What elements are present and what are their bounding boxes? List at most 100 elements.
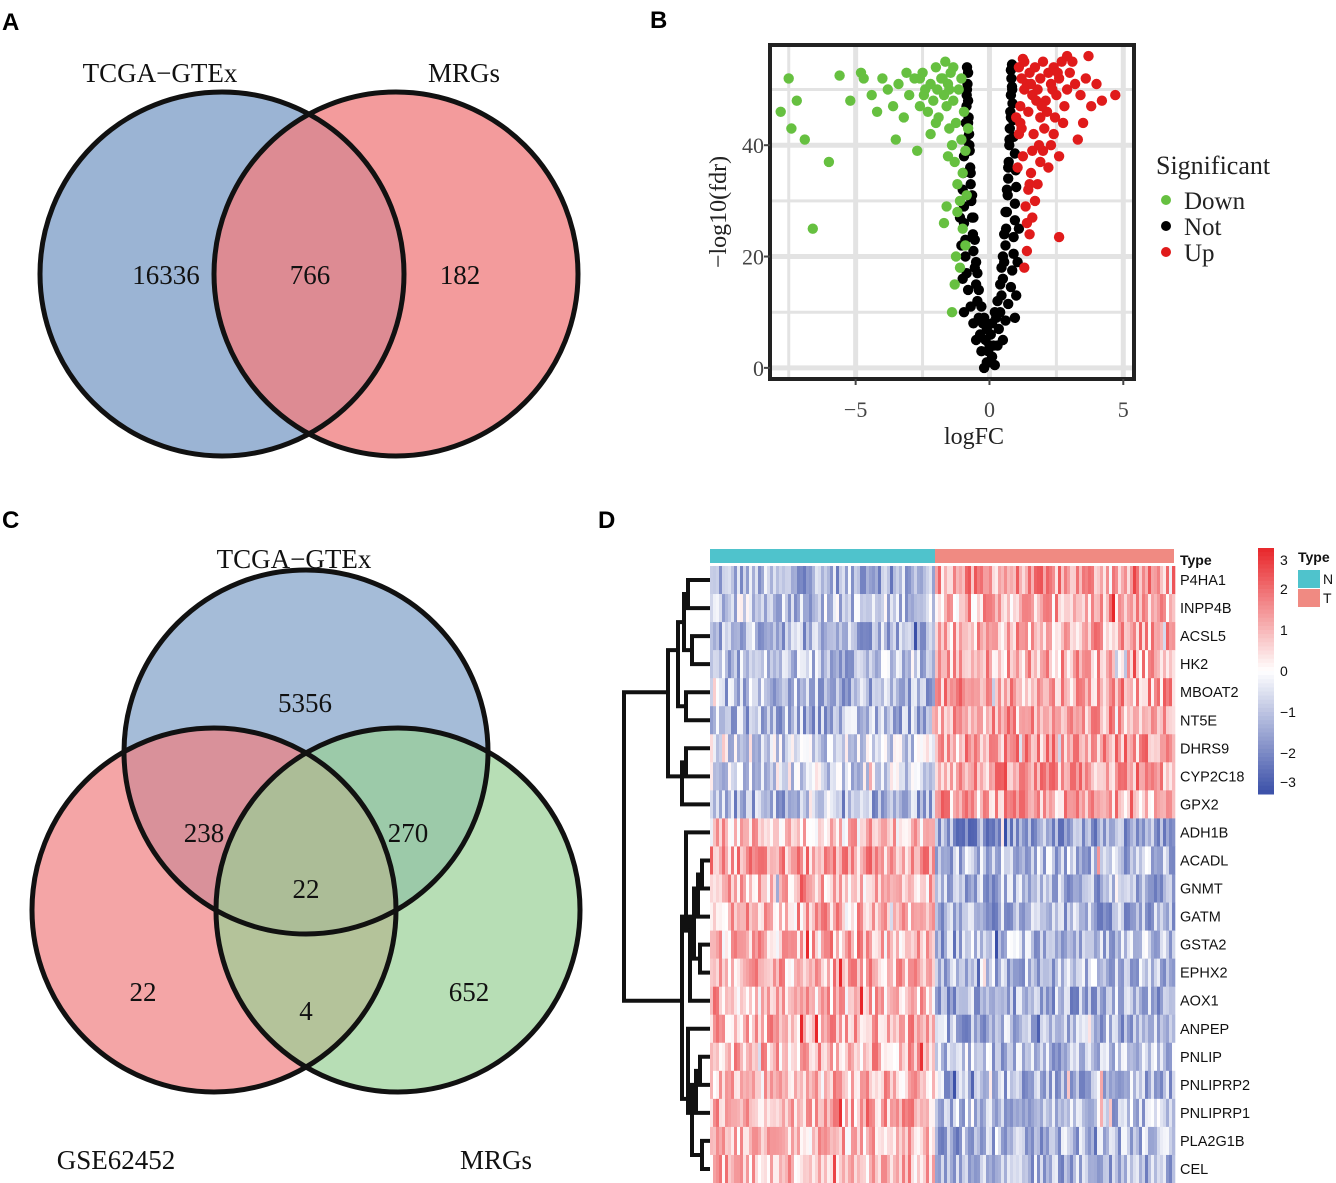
heatmap-cell bbox=[863, 650, 867, 679]
heatmap-cell bbox=[980, 818, 984, 847]
heatmap-cell bbox=[1172, 1014, 1176, 1044]
heatmap-cell bbox=[1028, 650, 1032, 679]
heatmap-cell bbox=[1082, 566, 1086, 595]
heatmap-cell bbox=[1112, 1098, 1116, 1128]
heatmap-cell bbox=[773, 874, 777, 903]
volcano-point-not bbox=[997, 334, 1009, 346]
heatmap-cell bbox=[710, 902, 714, 931]
heatmap-cell bbox=[1127, 734, 1131, 763]
heatmap-cell bbox=[1022, 1098, 1026, 1128]
heatmap-cell bbox=[929, 902, 933, 931]
heatmap-cell bbox=[815, 762, 819, 791]
heatmap-cell bbox=[764, 734, 768, 763]
heatmap-cell bbox=[713, 734, 717, 763]
heatmap-cell bbox=[1079, 958, 1083, 987]
heatmap-cell bbox=[851, 874, 855, 903]
heatmap-cell bbox=[806, 1042, 810, 1072]
heatmap-cell bbox=[1142, 734, 1146, 763]
heatmap-cell bbox=[878, 1098, 882, 1128]
heatmap-cell bbox=[1121, 1070, 1125, 1100]
heatmap-cell bbox=[962, 818, 966, 847]
heatmap-cell bbox=[869, 790, 873, 819]
heatmap-cell bbox=[908, 818, 912, 847]
heatmap-cell bbox=[806, 734, 810, 763]
volcano-point-down bbox=[937, 73, 948, 84]
heatmap-cell bbox=[986, 790, 990, 819]
heatmap-cell bbox=[836, 790, 840, 819]
heatmap-cell bbox=[782, 734, 786, 763]
heatmap-cell bbox=[836, 1042, 840, 1072]
volcano-plot-frame bbox=[768, 43, 1136, 381]
heatmap-cell bbox=[827, 594, 831, 623]
heatmap-cell bbox=[776, 902, 780, 931]
heatmap-cell bbox=[803, 874, 807, 903]
heatmap-cell bbox=[785, 566, 789, 595]
heatmap-cell bbox=[1157, 930, 1161, 959]
heatmap-cell bbox=[1049, 678, 1053, 707]
heatmap-cell bbox=[1163, 762, 1167, 791]
heatmap-cell bbox=[854, 622, 858, 651]
heatmap-colorbar-segment bbox=[1258, 712, 1274, 717]
heatmap-cell bbox=[1040, 790, 1044, 819]
heatmap-cell bbox=[932, 846, 936, 875]
heatmap-cell bbox=[1004, 650, 1008, 679]
volcano-point-not bbox=[1011, 290, 1022, 301]
heatmap-cell bbox=[926, 594, 930, 623]
heatmap-cell bbox=[1064, 622, 1068, 651]
heatmap-cell bbox=[878, 706, 882, 735]
heatmap-cell bbox=[806, 1014, 810, 1044]
heatmap-cell bbox=[1016, 1070, 1020, 1100]
heatmap-cell bbox=[908, 678, 912, 707]
heatmap-cell bbox=[1103, 902, 1107, 931]
heatmap-cell bbox=[1160, 1042, 1164, 1072]
heatmap-cell bbox=[905, 678, 909, 707]
heatmap-cell bbox=[1085, 678, 1089, 707]
heatmap-cell bbox=[1022, 874, 1026, 903]
heatmap-cell bbox=[995, 650, 999, 679]
heatmap-cell bbox=[833, 986, 837, 1016]
heatmap-cell bbox=[1172, 818, 1176, 847]
heatmap-cell bbox=[1067, 846, 1071, 875]
heatmap-cell bbox=[794, 706, 798, 735]
heatmap-cell bbox=[1049, 1014, 1053, 1044]
heatmap-cell bbox=[992, 1014, 996, 1044]
volcano-point-down bbox=[952, 179, 963, 190]
heatmap-cell bbox=[953, 790, 957, 819]
heatmap-cell bbox=[1157, 986, 1161, 1016]
heatmap-cell bbox=[767, 566, 771, 595]
heatmap-cell bbox=[869, 1098, 873, 1128]
volcano-point-up bbox=[1057, 117, 1069, 129]
heatmap-colorbar-segment bbox=[1258, 765, 1274, 770]
heatmap-cell bbox=[908, 958, 912, 987]
heatmap-cell bbox=[1064, 650, 1068, 679]
heatmap-cell bbox=[902, 622, 906, 651]
heatmap-colorbar-segment bbox=[1258, 625, 1274, 631]
heatmap-cell bbox=[956, 1126, 960, 1156]
heatmap-cell bbox=[851, 846, 855, 875]
heatmap-cell bbox=[938, 902, 942, 931]
heatmap-cell bbox=[1088, 762, 1092, 791]
heatmap-cell bbox=[977, 874, 981, 903]
heatmap-cell bbox=[977, 818, 981, 847]
heatmap-cell bbox=[803, 1098, 807, 1128]
heatmap-cell bbox=[1034, 594, 1038, 623]
heatmap-cell bbox=[1169, 566, 1173, 595]
heatmap-cell bbox=[1058, 1070, 1062, 1100]
heatmap-cell bbox=[950, 1014, 954, 1044]
heatmap-cell bbox=[1088, 1014, 1092, 1044]
heatmap-cell bbox=[920, 706, 924, 735]
heatmap-cell bbox=[773, 1070, 777, 1100]
heatmap-cell bbox=[995, 930, 999, 959]
heatmap-cell bbox=[1145, 958, 1149, 987]
heatmap-cell bbox=[1028, 1154, 1032, 1183]
heatmap-cell bbox=[1130, 1126, 1134, 1156]
heatmap-cell bbox=[836, 734, 840, 763]
heatmap-cell bbox=[1058, 874, 1062, 903]
heatmap-cell bbox=[1145, 846, 1149, 875]
heatmap-cell bbox=[1061, 874, 1065, 903]
heatmap-cell bbox=[1154, 902, 1158, 931]
heatmap-cell bbox=[785, 734, 789, 763]
heatmap-cell bbox=[812, 986, 816, 1016]
heatmap-cell bbox=[1061, 1070, 1065, 1100]
heatmap-cell bbox=[1061, 790, 1065, 819]
